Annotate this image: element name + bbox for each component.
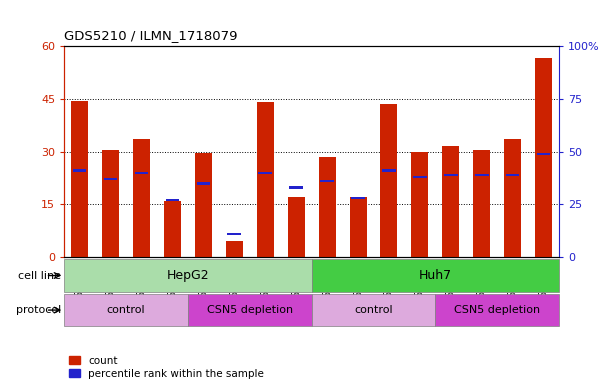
Bar bbox=[444, 174, 458, 176]
Bar bbox=[411, 152, 428, 257]
Bar bbox=[537, 152, 551, 155]
Bar bbox=[226, 242, 243, 257]
Text: HepG2: HepG2 bbox=[167, 269, 209, 282]
Bar bbox=[195, 154, 212, 257]
Text: cell line: cell line bbox=[18, 270, 61, 281]
Bar bbox=[258, 172, 272, 174]
Bar bbox=[290, 186, 303, 189]
Text: CSN5 depletion: CSN5 depletion bbox=[207, 305, 293, 315]
Bar bbox=[504, 139, 521, 257]
Bar bbox=[436, 294, 559, 326]
Text: control: control bbox=[107, 305, 145, 315]
Text: protocol: protocol bbox=[16, 305, 61, 315]
Bar bbox=[188, 294, 312, 326]
Bar bbox=[475, 174, 489, 176]
Bar bbox=[227, 233, 241, 235]
Bar bbox=[535, 58, 552, 257]
Text: Huh7: Huh7 bbox=[419, 269, 452, 282]
Text: CSN5 depletion: CSN5 depletion bbox=[454, 305, 540, 315]
Bar bbox=[382, 169, 396, 172]
Bar bbox=[288, 197, 305, 257]
Bar bbox=[73, 169, 86, 172]
Bar bbox=[71, 101, 88, 257]
Bar bbox=[133, 139, 150, 257]
Bar bbox=[164, 201, 181, 257]
Bar bbox=[104, 178, 117, 180]
Bar bbox=[102, 150, 119, 257]
Text: control: control bbox=[354, 305, 393, 315]
Bar bbox=[381, 104, 397, 257]
Bar bbox=[351, 197, 365, 199]
Bar bbox=[506, 174, 519, 176]
Bar bbox=[134, 172, 148, 174]
Legend: count, percentile rank within the sample: count, percentile rank within the sample bbox=[70, 356, 264, 379]
Bar bbox=[312, 294, 436, 326]
Bar bbox=[257, 103, 274, 257]
Bar bbox=[320, 180, 334, 182]
Bar bbox=[474, 150, 490, 257]
Bar bbox=[64, 259, 312, 292]
Bar bbox=[318, 157, 335, 257]
Bar bbox=[166, 199, 179, 202]
Bar bbox=[64, 294, 188, 326]
Bar bbox=[312, 259, 559, 292]
Bar bbox=[413, 176, 426, 178]
Bar bbox=[197, 182, 210, 185]
Text: GDS5210 / ILMN_1718079: GDS5210 / ILMN_1718079 bbox=[64, 29, 238, 42]
Bar bbox=[442, 146, 459, 257]
Bar bbox=[349, 197, 367, 257]
